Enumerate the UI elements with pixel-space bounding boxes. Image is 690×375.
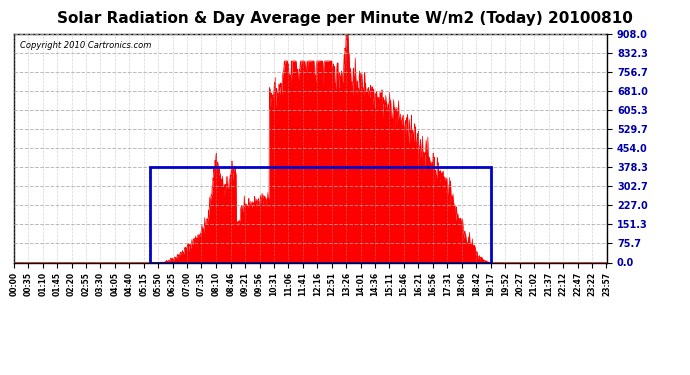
Text: Copyright 2010 Cartronics.com: Copyright 2010 Cartronics.com	[20, 40, 151, 50]
Text: Solar Radiation & Day Average per Minute W/m2 (Today) 20100810: Solar Radiation & Day Average per Minute…	[57, 11, 633, 26]
Bar	[150, 167, 491, 262]
